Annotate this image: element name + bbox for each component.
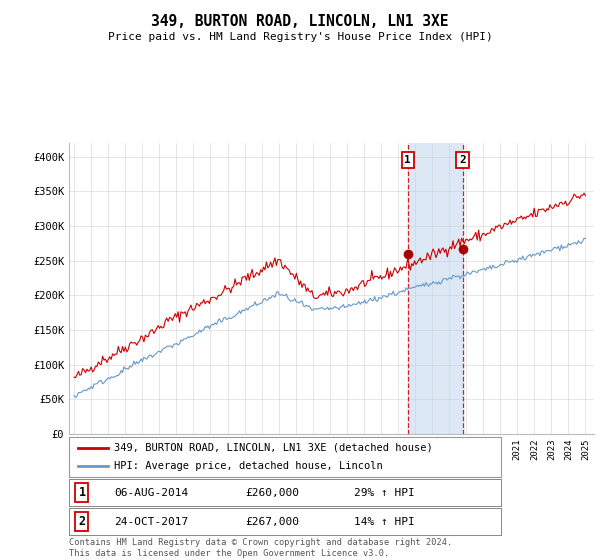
Text: 29% ↑ HPI: 29% ↑ HPI [354, 488, 415, 498]
Text: Contains HM Land Registry data © Crown copyright and database right 2024.
This d: Contains HM Land Registry data © Crown c… [69, 538, 452, 558]
Text: 06-AUG-2014: 06-AUG-2014 [114, 488, 188, 498]
Bar [408, 143, 463, 434]
Text: 1: 1 [79, 486, 86, 500]
Text: 349, BURTON ROAD, LINCOLN, LN1 3XE: 349, BURTON ROAD, LINCOLN, LN1 3XE [151, 14, 449, 29]
Text: 24-OCT-2017: 24-OCT-2017 [114, 517, 188, 527]
Text: £267,000: £267,000 [245, 517, 299, 527]
Text: 1: 1 [404, 155, 411, 165]
Text: HPI: Average price, detached house, Lincoln: HPI: Average price, detached house, Linc… [115, 461, 383, 471]
Text: 14% ↑ HPI: 14% ↑ HPI [354, 517, 415, 527]
Text: £260,000: £260,000 [245, 488, 299, 498]
Text: 2: 2 [459, 155, 466, 165]
Text: 2: 2 [79, 515, 86, 529]
Text: Price paid vs. HM Land Registry's House Price Index (HPI): Price paid vs. HM Land Registry's House … [107, 32, 493, 43]
Text: 349, BURTON ROAD, LINCOLN, LN1 3XE (detached house): 349, BURTON ROAD, LINCOLN, LN1 3XE (deta… [115, 443, 433, 452]
